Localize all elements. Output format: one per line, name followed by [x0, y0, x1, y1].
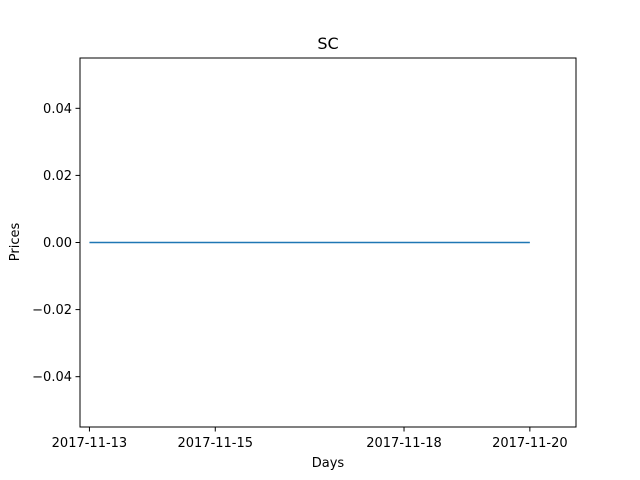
- x-tick-label: 2017-11-13: [52, 436, 128, 451]
- x-tick-label: 2017-11-20: [492, 436, 568, 451]
- plot-frame: [79, 57, 577, 428]
- x-tick-label: 2017-11-15: [177, 436, 253, 451]
- x-tick-label: 2017-11-18: [366, 436, 442, 451]
- y-axis-ticks: −0.04 −0.02 0.00 0.02 0.04: [32, 102, 80, 385]
- y-tick-label: −0.04: [32, 370, 72, 385]
- x-axis-ticks: 2017-11-13 2017-11-15 2017-11-18 2017-11-20: [52, 427, 568, 451]
- chart-title: SC: [317, 34, 338, 53]
- y-tick-label: 0.02: [43, 169, 72, 184]
- y-tick-label: 0.00: [43, 236, 72, 251]
- y-tick-label: −0.02: [32, 303, 72, 318]
- y-axis-label: Prices: [8, 223, 23, 262]
- y-tick-label: 0.04: [43, 102, 72, 117]
- x-axis-label: Days: [312, 456, 345, 471]
